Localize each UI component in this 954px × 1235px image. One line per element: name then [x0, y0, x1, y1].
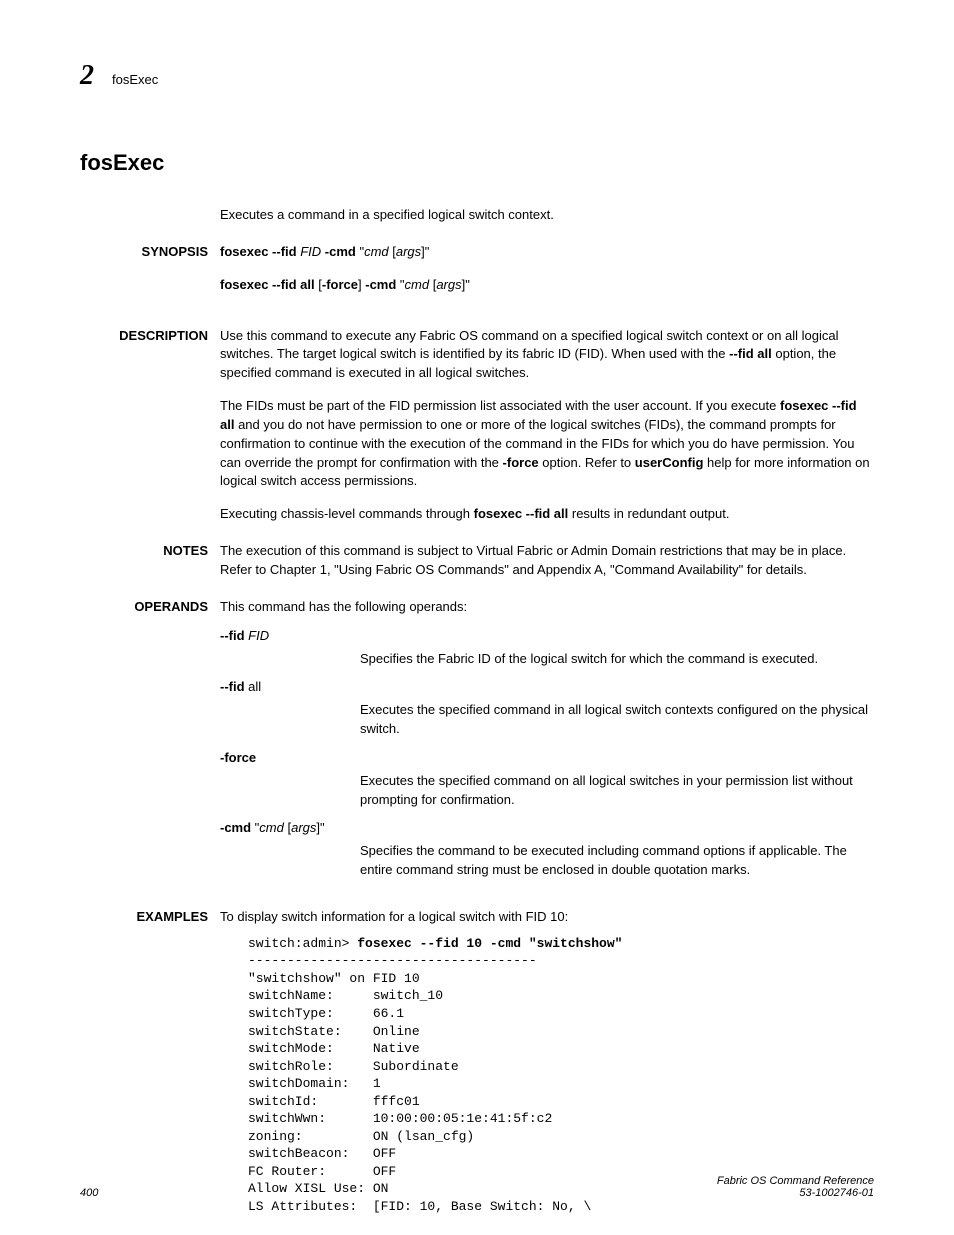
- doc-id: 53-1002746-01: [717, 1187, 874, 1199]
- notes-text: The execution of this command is subject…: [220, 542, 874, 580]
- doc-title: Fabric OS Command Reference: [717, 1175, 874, 1187]
- summary-text: Executes a command in a specified logica…: [220, 206, 874, 225]
- description-p2: The FIDs must be part of the FID permiss…: [220, 397, 874, 491]
- operand-item: --fid all Executes the specified command…: [220, 678, 874, 739]
- page-title: fosExec: [80, 150, 874, 176]
- summary-section: Executes a command in a specified logica…: [80, 206, 874, 225]
- operand-term: --fid FID: [220, 627, 874, 646]
- operand-desc: Specifies the command to be executed inc…: [360, 842, 874, 880]
- notes-section: NOTES The execution of this command is s…: [80, 542, 874, 580]
- page-footer: 400 Fabric OS Command Reference 53-10027…: [80, 1175, 874, 1199]
- operand-item: -force Executes the specified command on…: [220, 749, 874, 810]
- operand-term: -force: [220, 749, 874, 768]
- summary-label: [80, 206, 220, 225]
- operand-desc: Executes the specified command on all lo…: [360, 772, 874, 810]
- description-label: DESCRIPTION: [80, 327, 220, 525]
- operand-desc: Executes the specified command in all lo…: [360, 701, 874, 739]
- synopsis-section: SYNOPSIS fosexec --fid FID -cmd "cmd [ar…: [80, 243, 874, 295]
- operand-term: -cmd "cmd [args]": [220, 819, 874, 838]
- synopsis-label: SYNOPSIS: [80, 243, 220, 295]
- examples-intro: To display switch information for a logi…: [220, 908, 874, 927]
- header-command: fosExec: [112, 72, 158, 87]
- chapter-number: 2: [80, 60, 94, 92]
- synopsis-line-1: fosexec --fid FID -cmd "cmd [args]": [220, 243, 874, 262]
- operand-item: -cmd "cmd [args]" Specifies the command …: [220, 819, 874, 880]
- operand-desc: Specifies the Fabric ID of the logical s…: [360, 650, 874, 669]
- page-header: 2 fosExec: [80, 60, 874, 92]
- examples-label: EXAMPLES: [80, 908, 220, 1216]
- description-section: DESCRIPTION Use this command to execute …: [80, 327, 874, 525]
- synopsis-line-2: fosexec --fid all [-force] -cmd "cmd [ar…: [220, 276, 874, 295]
- examples-section: EXAMPLES To display switch information f…: [80, 908, 874, 1216]
- notes-label: NOTES: [80, 542, 220, 580]
- operands-intro: This command has the following operands:: [220, 598, 874, 617]
- operands-section: OPERANDS This command has the following …: [80, 598, 874, 890]
- example-code: switch:admin> fosexec --fid 10 -cmd "swi…: [248, 935, 874, 1216]
- description-p3: Executing chassis-level commands through…: [220, 505, 874, 524]
- description-p1: Use this command to execute any Fabric O…: [220, 327, 874, 384]
- operands-label: OPERANDS: [80, 598, 220, 890]
- operand-item: --fid FID Specifies the Fabric ID of the…: [220, 627, 874, 669]
- operand-term: --fid all: [220, 678, 874, 697]
- page-number: 400: [80, 1187, 98, 1199]
